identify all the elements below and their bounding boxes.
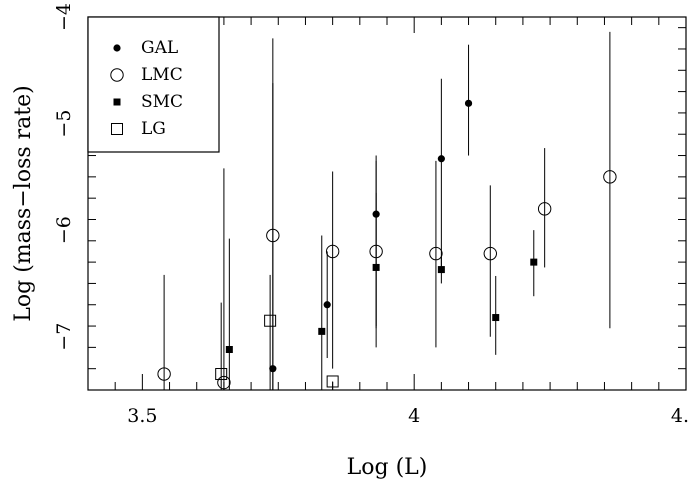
lmc-point bbox=[369, 244, 383, 259]
gal-legend-label: GAL bbox=[141, 38, 178, 58]
lmc-point bbox=[483, 246, 497, 261]
lmc-legend-label: LMC bbox=[141, 65, 183, 85]
lg-point bbox=[264, 314, 277, 327]
lmc-point bbox=[266, 228, 280, 243]
gal-point bbox=[269, 365, 277, 373]
legend: GAL LMC SMC LG bbox=[87, 16, 220, 153]
lmc-point bbox=[325, 244, 340, 259]
lmc-legend-marker bbox=[110, 68, 124, 82]
lg-legend-marker bbox=[111, 123, 123, 135]
x-tick-label: 3.5 bbox=[127, 405, 157, 427]
legend-box bbox=[87, 16, 220, 153]
y-axis-label: Log (mass−loss rate) bbox=[11, 85, 36, 321]
lmc-point bbox=[429, 246, 443, 261]
y-tick-label: −6 bbox=[53, 216, 75, 244]
gal-legend-marker bbox=[113, 44, 121, 52]
lg-legend-label: LG bbox=[141, 119, 166, 139]
lmc-point bbox=[157, 367, 171, 381]
y-tick-label: −4 bbox=[53, 3, 75, 31]
smc-point bbox=[530, 258, 538, 266]
gal-point bbox=[464, 99, 473, 107]
gal-point bbox=[372, 210, 380, 218]
smc-legend-marker bbox=[113, 98, 121, 106]
gal-point bbox=[437, 155, 445, 163]
smc-point bbox=[437, 266, 445, 274]
smc-point bbox=[372, 263, 380, 271]
smc-legend-label: SMC bbox=[141, 92, 183, 112]
y-tick-label: −7 bbox=[53, 323, 75, 351]
x-axis-label: Log (L) bbox=[347, 455, 428, 480]
markers-layer bbox=[157, 99, 617, 390]
lmc-point bbox=[537, 202, 552, 216]
x-tick-label: 4 bbox=[408, 405, 420, 427]
smc-point bbox=[492, 314, 500, 322]
error-bars-layer bbox=[163, 31, 611, 390]
gal-point bbox=[323, 301, 331, 309]
lg-point bbox=[215, 368, 228, 381]
smc-point bbox=[318, 327, 326, 335]
lmc-point bbox=[603, 170, 617, 184]
y-tick-label: −5 bbox=[53, 110, 75, 138]
x-tick-label: 4.5 bbox=[671, 405, 690, 427]
smc-point bbox=[225, 346, 233, 354]
